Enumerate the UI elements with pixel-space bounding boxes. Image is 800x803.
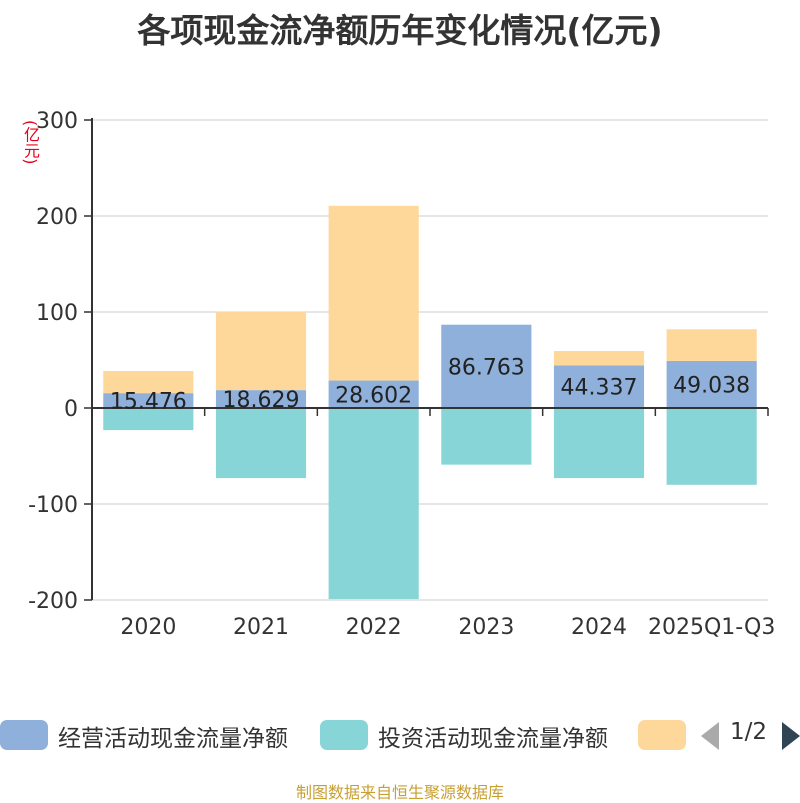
y-tick-label: 100 [36, 301, 78, 326]
legend-next-page-icon[interactable] [782, 722, 800, 750]
bar-2-2022 [328, 408, 419, 600]
data-source-note: 制图数据来自恒生聚源数据库 [295, 783, 504, 802]
legend-page-indicator: 1/2 [730, 719, 768, 745]
bar-3-2021 [215, 311, 307, 391]
x-category-label-2025Q1-Q3: 2025Q1-Q3 [648, 615, 775, 640]
bar-2-2025Q1-Q3 [666, 408, 757, 485]
y-tick-label: -100 [28, 493, 78, 518]
bar-1-2020 [103, 393, 194, 408]
x-category-label-2023: 2023 [458, 615, 514, 640]
bar-1-2025Q1-Q3 [666, 360, 757, 408]
data-label-2021: 18.629 [223, 388, 300, 413]
bar-3-2020 [103, 371, 194, 394]
y-axis-unit-label: (亿元) [21, 120, 40, 165]
bar-1-2022 [328, 380, 419, 408]
bar-2-2023 [441, 408, 532, 465]
bar-3-2025Q1-Q3 [666, 329, 757, 361]
legend-prev-page-icon[interactable] [701, 722, 719, 750]
chart-legend: 经营活动现金流量净额 投资活动现金流量净额 [0, 716, 800, 756]
y-tick-label: -200 [28, 589, 78, 614]
bar-chart: -200 -100 0 100 200 300 15.476 18.629 28.602 86.7… [28, 109, 775, 640]
y-tick-label: 200 [36, 205, 78, 230]
bar-2-2021 [215, 408, 307, 479]
legend-label-operating: 经营活动现金流量净额 [58, 726, 288, 752]
bar-1-2024 [553, 365, 645, 408]
y-tick-label: 300 [36, 109, 78, 134]
x-category-label-2024: 2024 [571, 615, 627, 640]
x-category-label-2021: 2021 [233, 615, 289, 640]
data-label-2020: 15.476 [110, 390, 187, 415]
data-label-2023: 86.763 [448, 355, 525, 380]
legend-label-investing: 投资活动现金流量净额 [378, 726, 608, 752]
legend-swatch-operating [0, 720, 48, 750]
chart-title: 各项现金流净额历年变化情况(亿元) [137, 11, 663, 50]
data-label-2022: 28.602 [335, 383, 412, 408]
data-label-2024: 44.337 [561, 376, 638, 401]
x-category-label-2022: 2022 [346, 615, 402, 640]
legend-swatch-investing [320, 720, 368, 750]
data-label-2025Q1-Q3: 49.038 [673, 373, 750, 398]
bar-2-2020 [103, 408, 194, 431]
bar-1-2023 [441, 324, 532, 408]
y-tick-label: 0 [64, 397, 78, 422]
bar-3-2022 [328, 205, 419, 381]
legend-swatch-financing [638, 720, 686, 750]
bar-2-2024 [553, 408, 645, 479]
bar-1-2021 [215, 390, 307, 408]
x-category-label-2020: 2020 [120, 615, 176, 640]
bar-3-2024 [553, 351, 645, 366]
